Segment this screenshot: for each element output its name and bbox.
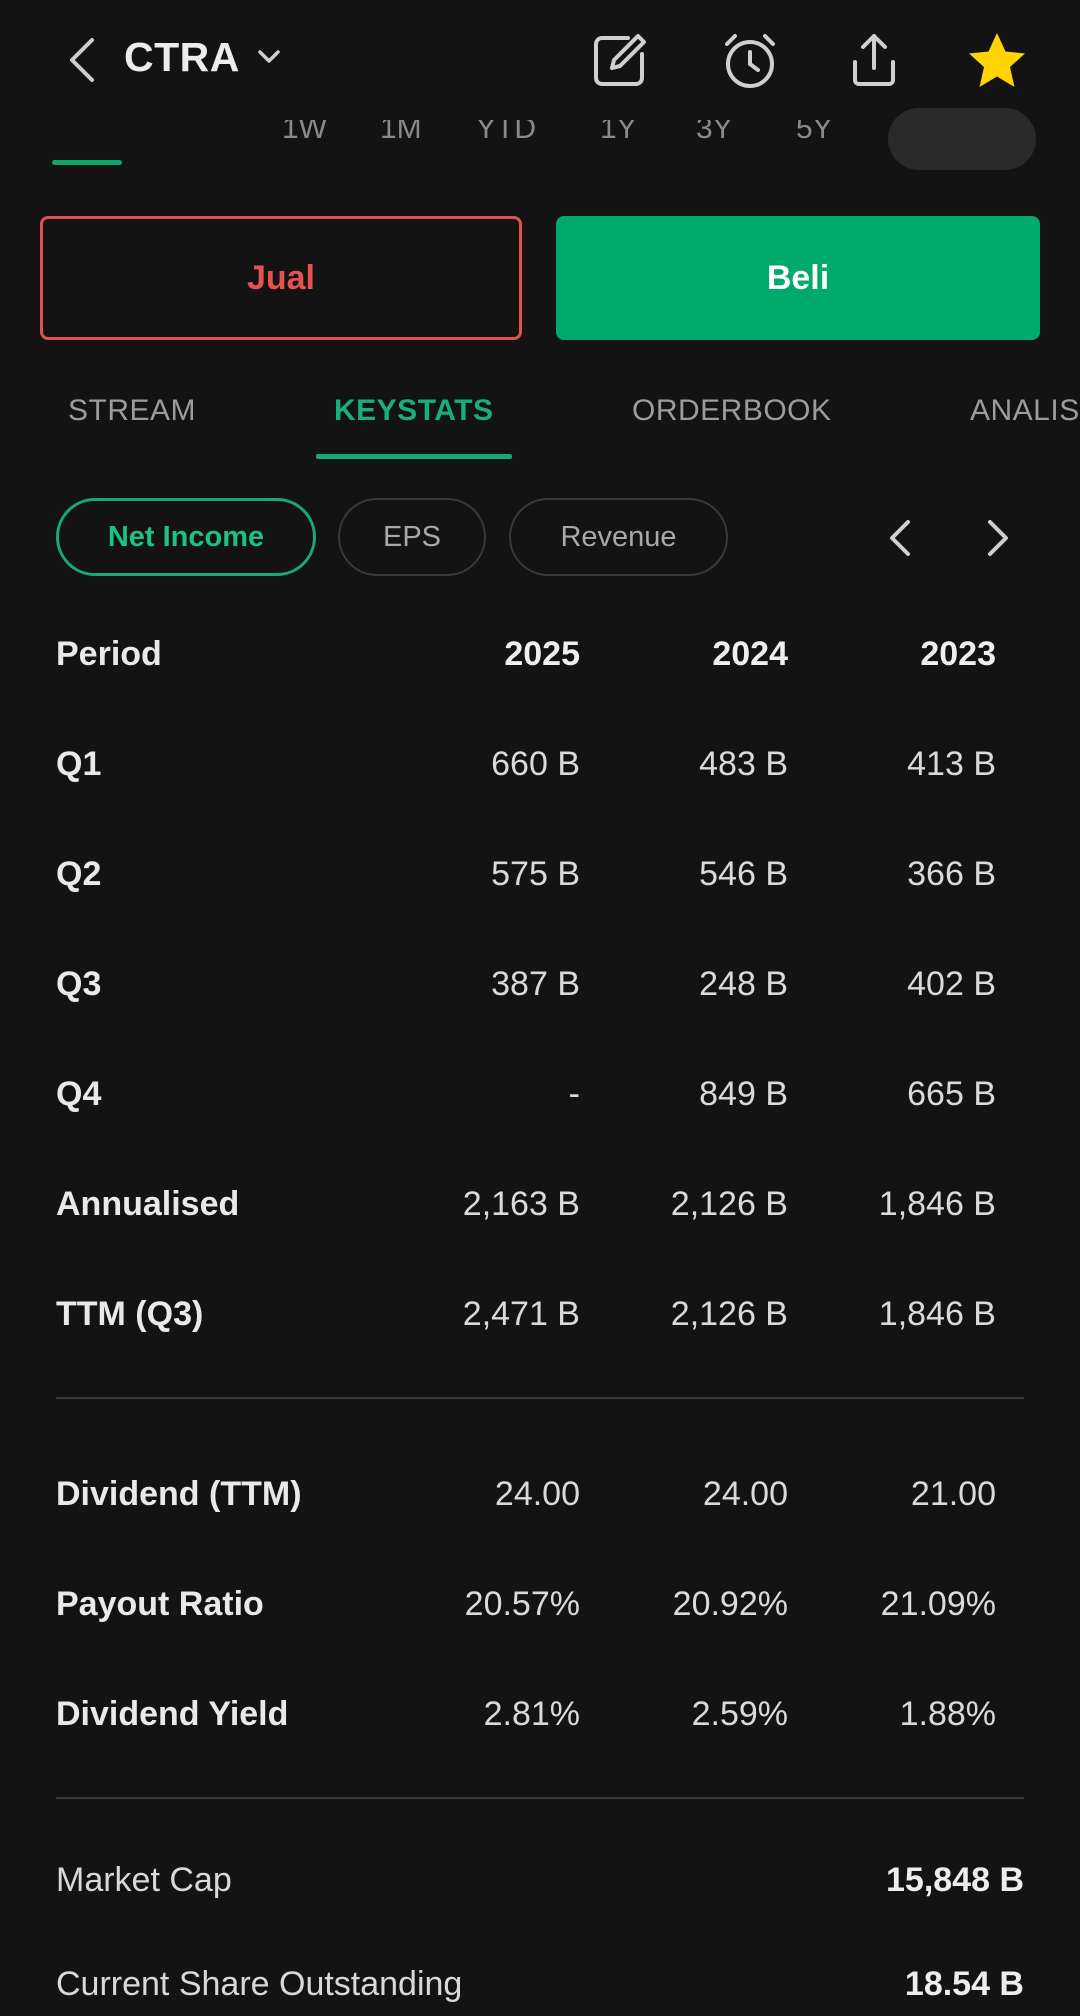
top-bar: CTRA xyxy=(0,0,1080,120)
tab-stream[interactable]: STREAM xyxy=(68,394,197,427)
range-1w[interactable]: 1W xyxy=(282,120,327,145)
chevron-left-icon[interactable] xyxy=(882,516,918,560)
row-label: Payout Ratio xyxy=(56,1585,264,1623)
cell-value: 20.57% xyxy=(464,1585,580,1623)
divider xyxy=(56,1797,1024,1799)
table-row: Annualised 2,163 B 2,126 B 1,846 B xyxy=(0,1174,1080,1234)
cell-value: 2.81% xyxy=(483,1695,580,1733)
cell-value: 413 B xyxy=(907,745,996,783)
cell-value: 1,846 B xyxy=(878,1185,996,1223)
range-3y[interactable]: 3Y xyxy=(696,120,733,145)
cell-value: 402 B xyxy=(907,965,996,1003)
cell-value: 24.00 xyxy=(494,1475,580,1513)
edit-icon[interactable] xyxy=(588,30,650,92)
cell-value: 2,471 B xyxy=(462,1295,580,1333)
range-1m[interactable]: 1M xyxy=(380,120,422,145)
table-row: TTM (Q3) 2,471 B 2,126 B 1,846 B xyxy=(0,1284,1080,1344)
table-row: Dividend (TTM) 24.00 24.00 21.00 xyxy=(0,1464,1080,1524)
row-label: Q2 xyxy=(56,855,102,893)
row-label: Annualised xyxy=(56,1185,240,1223)
period-header: Period xyxy=(56,635,162,673)
cell-value: 1,846 B xyxy=(878,1295,996,1333)
row-label: Dividend (TTM) xyxy=(56,1475,302,1513)
row-label: Q4 xyxy=(56,1075,102,1113)
table-header: Period 2025 2024 2023 xyxy=(0,624,1080,684)
sell-button[interactable]: Jual xyxy=(40,216,522,340)
summary-row: Current Share Outstanding 18.54 B xyxy=(0,1954,1080,2014)
chevron-down-icon[interactable] xyxy=(256,46,282,68)
tab-analisis[interactable]: ANALIS xyxy=(970,394,1080,427)
cell-value: 2,126 B xyxy=(670,1295,788,1333)
cell-value: 2.59% xyxy=(691,1695,788,1733)
tab-active-indicator xyxy=(316,454,512,459)
table-row: Dividend Yield 2.81% 2.59% 1.88% xyxy=(0,1684,1080,1744)
summary-row: Market Cap 15,848 B xyxy=(0,1850,1080,1910)
row-label: Dividend Yield xyxy=(56,1695,289,1733)
share-icon[interactable] xyxy=(843,30,905,92)
range-5y[interactable]: 5Y xyxy=(796,120,833,145)
cell-value: 2,163 B xyxy=(462,1185,580,1223)
time-range-strip: 1W 1M YTD 1Y 3Y 5Y xyxy=(0,120,1080,170)
cell-value: 21.00 xyxy=(910,1475,996,1513)
cell-value: 575 B xyxy=(491,855,580,893)
table-row: Q1 660 B 483 B 413 B xyxy=(0,734,1080,794)
year-2025-header: 2025 xyxy=(504,635,580,673)
row-label: Q1 xyxy=(56,745,102,783)
chip-net-income[interactable]: Net Income xyxy=(56,498,316,576)
cell-value: 387 B xyxy=(491,965,580,1003)
cell-value: 660 B xyxy=(491,745,580,783)
range-1y[interactable]: 1Y xyxy=(600,120,637,145)
cell-value: 546 B xyxy=(699,855,788,893)
tab-orderbook[interactable]: ORDERBOOK xyxy=(632,394,832,427)
range-ytd[interactable]: YTD xyxy=(476,120,536,145)
cell-value: 366 B xyxy=(907,855,996,893)
table-row: Q2 575 B 546 B 366 B xyxy=(0,844,1080,904)
chevron-right-icon[interactable] xyxy=(980,516,1016,560)
table-row: Q3 387 B 248 B 402 B xyxy=(0,954,1080,1014)
cell-value: 248 B xyxy=(699,965,788,1003)
chevron-left-icon[interactable] xyxy=(62,36,102,84)
shares-outstanding-label: Current Share Outstanding xyxy=(56,1965,463,2003)
chip-revenue[interactable]: Revenue xyxy=(509,498,728,576)
tab-keystats[interactable]: KEYSTATS xyxy=(334,394,494,427)
ticker-symbol[interactable]: CTRA xyxy=(124,34,240,80)
year-2023-header: 2023 xyxy=(920,635,996,673)
cell-value: 2,126 B xyxy=(670,1185,788,1223)
cell-value: 665 B xyxy=(907,1075,996,1113)
table-row: Q4 - 849 B 665 B xyxy=(0,1064,1080,1124)
row-label: TTM (Q3) xyxy=(56,1295,204,1333)
table-row: Payout Ratio 20.57% 20.92% 21.09% xyxy=(0,1574,1080,1634)
buy-button[interactable]: Beli xyxy=(556,216,1040,340)
cell-value: - xyxy=(568,1075,580,1113)
star-icon[interactable] xyxy=(966,30,1028,92)
cell-value: 849 B xyxy=(699,1075,788,1113)
range-active-indicator xyxy=(52,160,122,165)
chart-toggle[interactable] xyxy=(888,108,1036,170)
year-2024-header: 2024 xyxy=(712,635,788,673)
chip-eps[interactable]: EPS xyxy=(338,498,486,576)
cell-value: 1.88% xyxy=(899,1695,996,1733)
market-cap-label: Market Cap xyxy=(56,1861,232,1899)
shares-outstanding-value: 18.54 B xyxy=(904,1965,1024,2003)
cell-value: 21.09% xyxy=(880,1585,996,1623)
cell-value: 483 B xyxy=(699,745,788,783)
divider xyxy=(56,1397,1024,1399)
row-label: Q3 xyxy=(56,965,102,1003)
alarm-icon[interactable] xyxy=(719,30,781,92)
cell-value: 20.92% xyxy=(672,1585,788,1623)
market-cap-value: 15,848 B xyxy=(886,1861,1024,1899)
cell-value: 24.00 xyxy=(702,1475,788,1513)
